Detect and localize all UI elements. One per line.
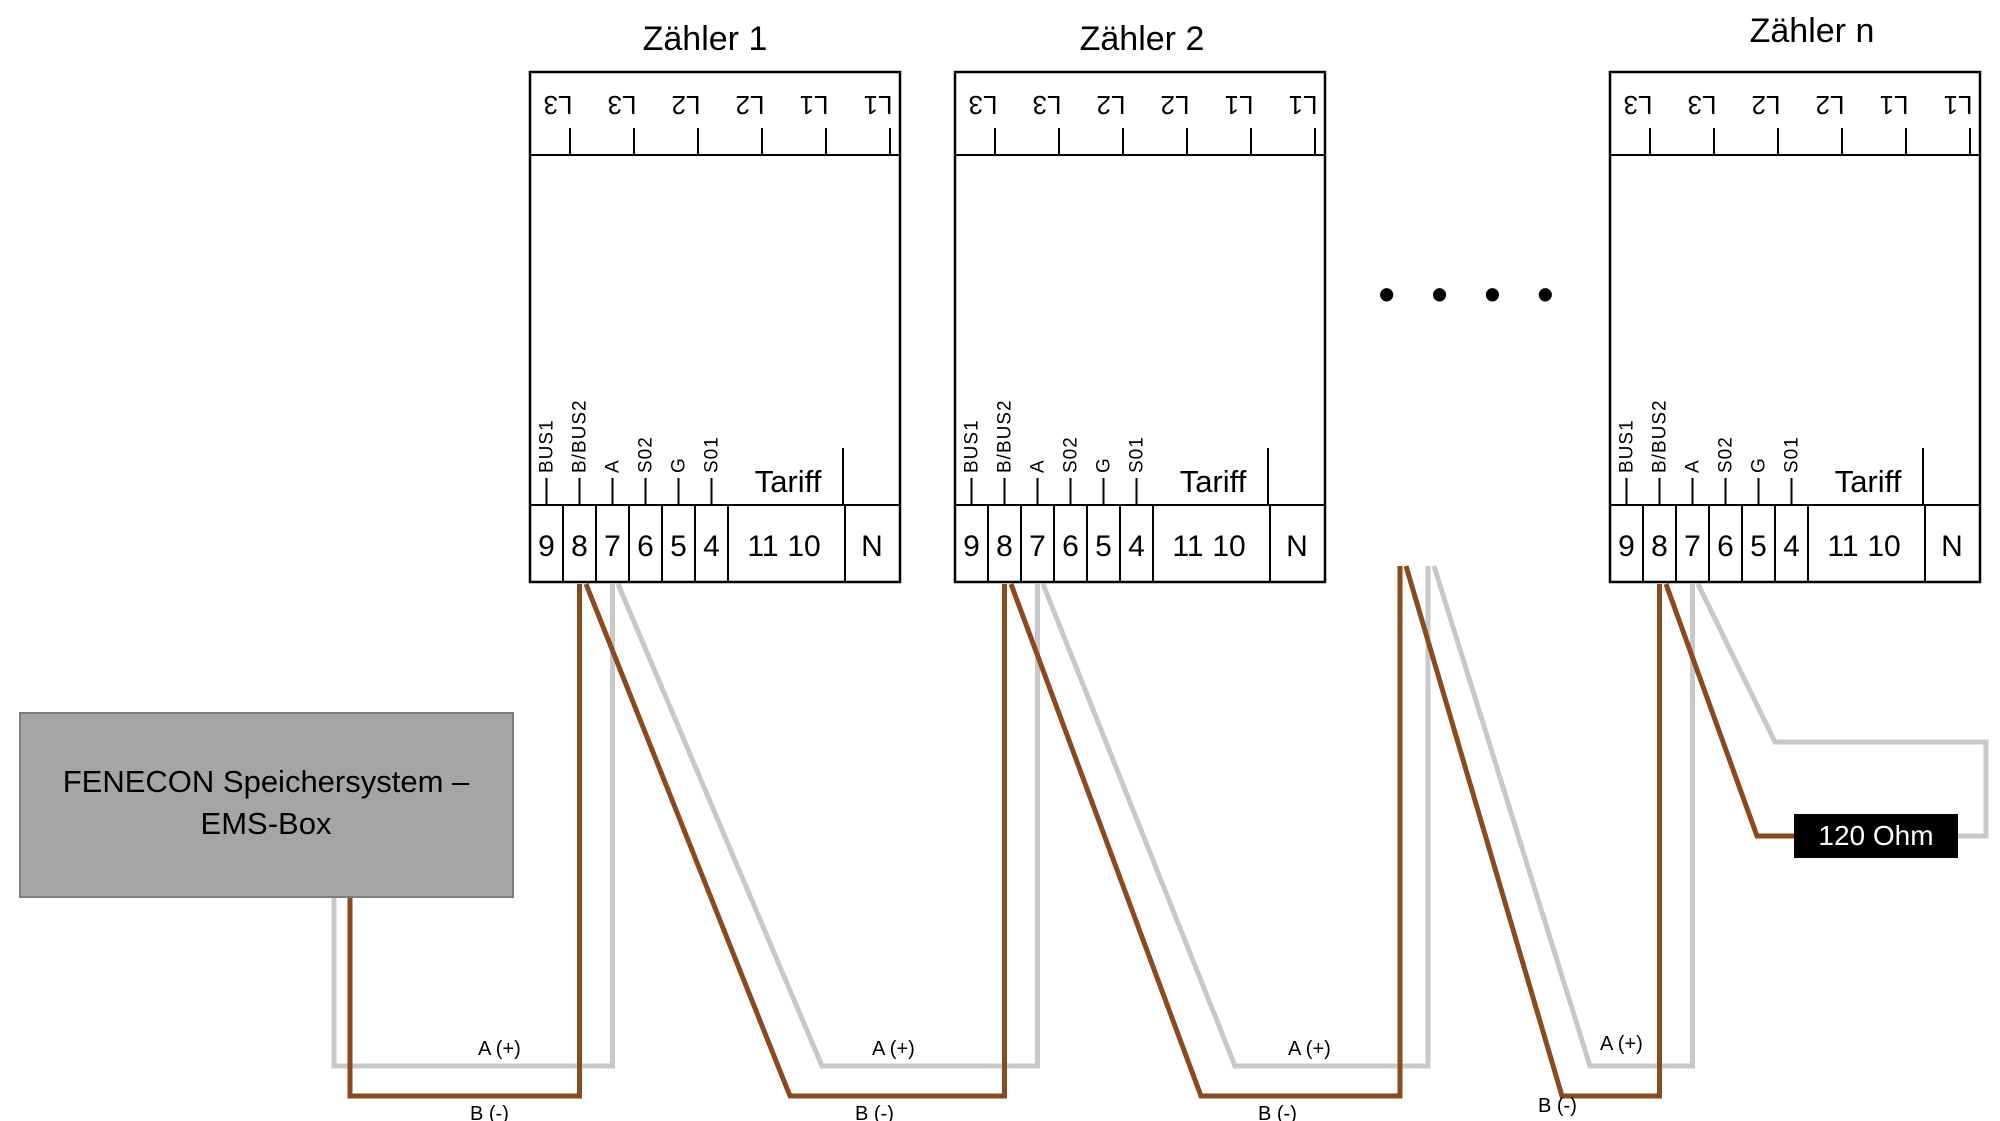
rs485-a-wire	[331, 565, 1989, 1069]
wire-label-a-plus: A (+)	[478, 1038, 521, 1060]
ems-box-label-line2: EMS-Box	[201, 806, 332, 841]
wire-run-labels: A (+) B (-) A (+) B (-) A (+) B (-) A (+…	[470, 1033, 1643, 1121]
ems-box-rect	[19, 712, 514, 898]
wire-b-segment-meter1-to-meter2	[583, 583, 1007, 1099]
wire-a-segment-meter2-to-hidden	[1040, 566, 1431, 1069]
meter-1	[528, 70, 902, 584]
wire-label-a-plus: A (+)	[872, 1038, 915, 1060]
meter-2	[953, 70, 1327, 584]
ems-box: FENECON Speichersystem – EMS-Box	[19, 712, 514, 898]
wire-label-b-minus: B (-)	[1538, 1095, 1577, 1117]
wire-a-segment-meter1-to-meter2	[615, 583, 1040, 1069]
continuation-dots: • • • •	[1379, 268, 1566, 320]
rs485-b-wire	[347, 565, 1794, 1099]
wire-a-segment-ems-to-meter1	[331, 584, 615, 1069]
wire-b-segment-metern-to-terminator	[1663, 583, 1794, 839]
meter-1-title: Zähler 1	[643, 20, 768, 58]
wire-label-b-minus: B (-)	[855, 1103, 894, 1121]
wire-a-segment-metern-to-terminator	[1695, 582, 1989, 839]
wire-b-segment-hidden-to-metern	[1403, 565, 1662, 1099]
terminator: 120 Ohm	[1794, 814, 1958, 858]
terminator-label: 120 Ohm	[1818, 820, 1933, 851]
wire-label-b-minus: B (-)	[470, 1103, 509, 1121]
ems-box-label-line1: FENECON Speichersystem –	[63, 764, 470, 799]
wire-b-segment-ems-to-meter1	[347, 584, 582, 1099]
meter-2-title: Zähler 2	[1080, 20, 1205, 58]
wire-label-b-minus: B (-)	[1258, 1103, 1297, 1121]
meter-n-title: Zähler n	[1750, 12, 1875, 50]
wire-b-segment-meter2-to-hidden	[1008, 566, 1403, 1099]
wire-label-a-plus: A (+)	[1288, 1038, 1331, 1060]
terminator-rect	[1794, 814, 1958, 858]
wire-label-a-plus: A (+)	[1600, 1033, 1643, 1055]
meter-n	[1608, 70, 1982, 584]
wire-a-segment-hidden-to-metern	[1431, 565, 1695, 1069]
